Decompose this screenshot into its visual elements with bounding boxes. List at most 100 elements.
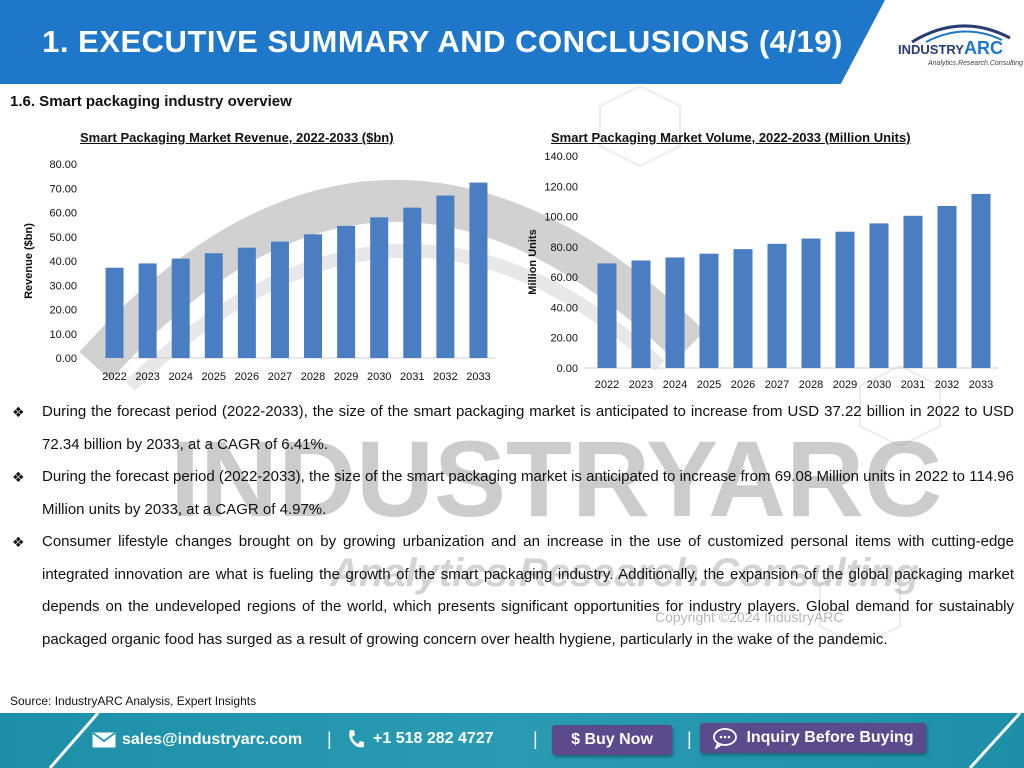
x-tick-label: 2029: [334, 371, 358, 383]
section-title: 1.6. Smart packaging industry overview: [10, 93, 292, 110]
x-tick-label: 2028: [301, 371, 325, 383]
bar: [436, 195, 455, 358]
header-band: [0, 0, 885, 84]
footer-separator: |: [327, 729, 332, 749]
y-tick-label: 80.00: [49, 159, 77, 171]
x-tick-label: 2023: [135, 371, 159, 383]
bar: [337, 225, 356, 358]
bar: [270, 241, 289, 358]
bar: [903, 215, 923, 368]
chat-bubble-icon: [713, 728, 738, 749]
phone-link[interactable]: +1 518 282 4727: [347, 729, 494, 749]
volume-bar-chart: 0.00 20.00 40.00 60.00 80.00 100.00 120.00 140.…: [527, 151, 998, 391]
x-tick-label: 2024: [663, 379, 687, 391]
y-axis-label: Revenue ($bn): [23, 223, 35, 299]
bar: [138, 263, 157, 358]
bullet-text: During the forecast period (2022-2033), …: [42, 468, 1014, 518]
bar: [767, 243, 787, 368]
bullet-item: ❖ During the forecast period (2022-2033)…: [10, 396, 1014, 461]
x-tick-label: 2025: [202, 371, 226, 383]
envelope-icon: [92, 732, 116, 748]
y-tick-label: 60.00: [550, 272, 578, 284]
bar: [469, 182, 488, 358]
revenue-bar-chart: 0.00 10.00 20.00 30.00 40.00 50.00 60.00 70.00 8…: [23, 159, 495, 383]
x-tick-label: 2023: [629, 379, 653, 391]
bullet-list: ❖ During the forecast period (2022-2033)…: [10, 396, 1014, 656]
x-tick-label: 2031: [400, 371, 424, 383]
x-tick-label: 2026: [731, 379, 755, 391]
bar: [304, 234, 323, 358]
y-tick-label: 50.00: [49, 232, 77, 244]
y-tick-label: 20.00: [550, 333, 578, 345]
logo-text-accent: ARC: [963, 38, 1003, 58]
diamond-bullet-icon: ❖: [12, 534, 25, 550]
bullet-text: During the forecast period (2022-2033), …: [42, 403, 1014, 453]
bar: [370, 217, 389, 358]
y-tick-label: 140.00: [544, 151, 578, 163]
bullet-text: Consumer lifestyle changes brought on by…: [42, 533, 1014, 648]
bullet-item: ❖ Consumer lifestyle changes brought on …: [10, 526, 1014, 656]
x-tick-label: 2031: [901, 379, 925, 391]
x-tick-label: 2032: [433, 371, 457, 383]
diamond-bullet-icon: ❖: [12, 469, 25, 485]
y-tick-label: 10.00: [49, 329, 77, 341]
bar: [937, 205, 957, 368]
bar: [597, 263, 617, 368]
bar: [699, 253, 719, 368]
x-tick-label: 2032: [935, 379, 959, 391]
footer-slash-decoration: [48, 713, 100, 768]
x-tick-label: 2022: [595, 379, 619, 391]
y-tick-label: 60.00: [49, 208, 77, 220]
logo-text-main: INDUSTRY: [898, 42, 964, 57]
bar: [971, 193, 991, 368]
bullet-item: ❖ During the forecast period (2022-2033)…: [10, 461, 1014, 526]
y-tick-label: 30.00: [49, 280, 77, 292]
source-note: Source: IndustryARC Analysis, Expert Ins…: [10, 694, 257, 708]
revenue-chart-title: Smart Packaging Market Revenue, 2022-203…: [80, 130, 394, 145]
x-tick-label: 2028: [799, 379, 823, 391]
logo-swoosh-icon: [911, 24, 1011, 44]
phone-icon: [349, 730, 364, 748]
diamond-bullet-icon: ❖: [12, 404, 25, 420]
y-tick-label: 70.00: [49, 183, 77, 195]
bar: [171, 258, 190, 358]
x-tick-label: 2025: [697, 379, 721, 391]
bar: [237, 247, 256, 358]
y-tick-label: 0.00: [56, 353, 77, 365]
x-tick-label: 2029: [833, 379, 857, 391]
x-tick-label: 2030: [867, 379, 891, 391]
inquiry-before-buying-button[interactable]: Inquiry Before Buying: [700, 723, 926, 753]
industryarc-logo: INDUSTRYARC Analytics.Research.Consultin…: [898, 18, 1023, 72]
phone-text: +1 518 282 4727: [373, 730, 494, 747]
footer-separator: |: [687, 729, 692, 749]
email-link[interactable]: sales@industryarc.com: [92, 731, 302, 749]
bar: [204, 253, 223, 358]
x-tick-label: 2027: [268, 371, 292, 383]
x-tick-label: 2024: [168, 371, 192, 383]
y-tick-label: 0.00: [557, 363, 578, 375]
y-tick-label: 100.00: [544, 212, 578, 224]
bar: [733, 249, 753, 368]
y-tick-label: 80.00: [550, 242, 578, 254]
buy-now-button[interactable]: $ Buy Now: [552, 725, 672, 755]
footer-separator: |: [533, 729, 538, 749]
bar: [403, 207, 422, 358]
bar: [801, 238, 821, 368]
y-tick-label: 20.00: [49, 305, 77, 317]
bar: [631, 260, 651, 368]
x-tick-label: 2033: [466, 371, 490, 383]
footer-bar: sales@industryarc.com | +1 518 282 4727 …: [0, 713, 1024, 768]
volume-chart-title: Smart Packaging Market Volume, 2022-2033…: [551, 130, 911, 145]
bar: [835, 231, 855, 368]
email-text: sales@industryarc.com: [122, 731, 303, 748]
y-axis-label: Million Units: [527, 229, 539, 294]
x-tick-label: 2027: [765, 379, 789, 391]
inquiry-label: Inquiry Before Buying: [746, 729, 914, 746]
y-tick-label: 40.00: [550, 302, 578, 314]
x-tick-label: 2022: [102, 371, 126, 383]
bar: [105, 267, 124, 358]
footer-slash-decoration: [968, 713, 1022, 768]
bar: [665, 257, 685, 368]
bar: [869, 223, 889, 368]
x-tick-label: 2030: [367, 371, 391, 383]
